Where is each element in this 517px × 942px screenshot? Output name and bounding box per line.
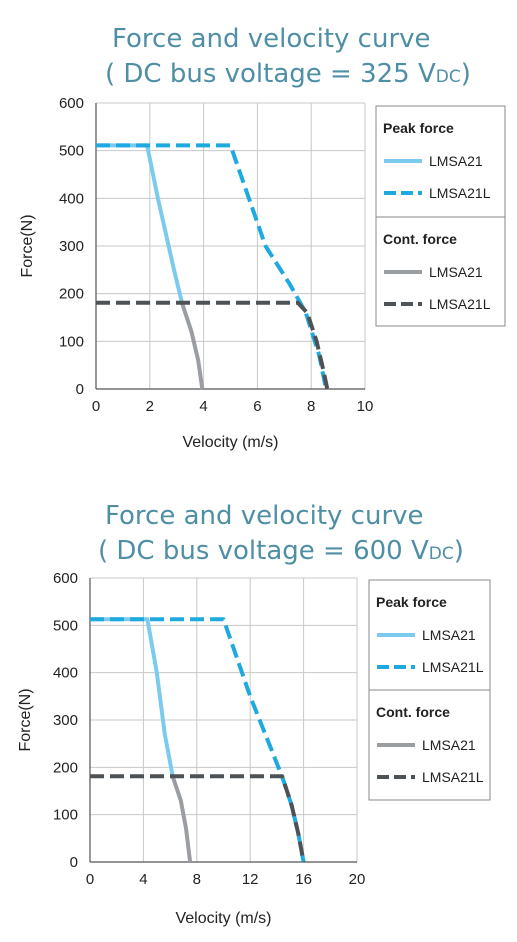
series-line-cont-forcelmsa21l [90,774,306,863]
chart-title-text: Force and velocity curve [105,501,424,531]
y-tick-label: 100 [53,807,78,824]
series-line-peak-forcelmsa21l [96,143,328,390]
legend-heading: Peak force [383,120,454,136]
subtitle-suffix: ) [460,59,471,89]
y-tick-label: 500 [53,617,78,634]
y-tick-label: 0 [70,854,78,871]
x-axis-label: Velocity (m/s) [175,910,271,927]
series-line-cont-forcelmsa21 [170,776,193,863]
series-line-peak-forcelmsa21 [96,143,185,304]
legend-label: LMSA21 [422,627,476,643]
legend-label: LMSA21L [429,185,491,201]
x-tick-label: 8 [193,871,201,888]
x-tick-label: 12 [242,871,259,888]
y-tick-label: 200 [59,286,84,303]
y-tick-label: 600 [53,570,78,587]
y-tick-label: 100 [59,333,84,350]
y-tick-label: 600 [59,95,84,112]
legend-label: LMSA21L [429,296,491,312]
subtitle-prefix: ( DC bus voltage = 600 V [98,536,429,566]
legend-heading: Cont. force [376,704,450,720]
x-tick-label: 6 [253,398,261,415]
legend-label: LMSA21 [422,737,476,753]
x-tick-label: 8 [307,398,315,415]
x-tick-label: 2 [146,398,154,415]
chart-svg: 0 100 200 300 400 500 600 0 4 8 12 16 20 Force(N) Velo… [17,570,491,927]
chart-325v: Force and velocity curve ( DC bus voltag… [0,0,517,470]
legend-heading: Peak force [376,594,447,610]
series-line-cont-forcelmsa21l [96,300,330,390]
subtitle-unit: DC [435,67,461,87]
x-tick-label: 0 [92,398,100,415]
series-line-cont-forcelmsa21 [180,302,205,390]
legend-label: LMSA21L [422,659,484,675]
x-tick-label: 16 [295,871,312,888]
legend-box [375,105,506,327]
y-tick-label: 400 [53,665,78,682]
series-line-peak-forcelmsa21 [90,617,175,778]
x-tick-label: 20 [349,871,366,888]
y-axis-label: Force(N) [17,688,34,751]
chart-title-text: Force and velocity curve [112,24,431,54]
chart-title: Force and velocity curve [105,499,424,533]
subtitle-suffix: ) [453,536,464,566]
chart-subtitle: ( DC bus voltage = 600 VDC) [98,534,464,571]
y-tick-label: 0 [76,381,84,398]
x-tick-label: 4 [199,398,207,415]
legend: Peak force LMSA21 LMSA21L Cont. force LMSA21… [375,105,506,327]
chart-title: Force and velocity curve [112,22,431,56]
chart-600v: Force and velocity curve ( DC bus voltag… [0,470,517,942]
chart-svg: 0 100 200 300 400 500 600 0 2 4 6 8 10 Force(N) Veloci… [19,95,506,451]
subtitle-unit: DC [428,544,454,564]
subtitle-prefix: ( DC bus voltage = 325 V [105,59,436,89]
y-tick-label: 200 [53,759,78,776]
legend-label: LMSA21L [422,769,484,785]
y-tick-label: 400 [59,190,84,207]
legend: Peak force LMSA21 LMSA21L Cont. force LMSA21… [368,579,491,801]
x-tick-label: 0 [86,871,94,888]
y-axis-label: Force(N) [19,214,36,277]
legend-label: LMSA21 [429,153,483,169]
chart-subtitle: ( DC bus voltage = 325 VDC) [105,57,471,94]
y-tick-label: 300 [53,712,78,729]
legend-label: LMSA21 [429,264,483,280]
y-tick-label: 500 [59,143,84,160]
x-axis-label: Velocity (m/s) [182,434,278,451]
x-tick-label: 4 [139,871,147,888]
x-tick-label: 10 [357,398,374,415]
legend-heading: Cont. force [383,231,457,247]
y-tick-label: 300 [59,238,84,255]
